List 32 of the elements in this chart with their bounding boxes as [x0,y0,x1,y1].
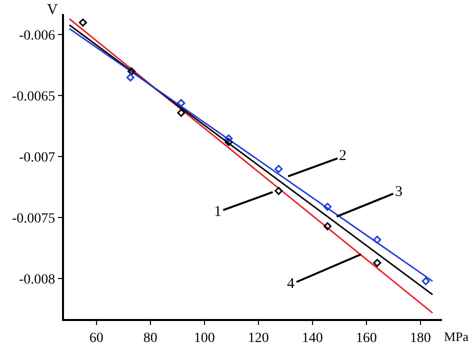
x-tick-label: 160 [356,330,377,346]
point [78,18,87,27]
point [422,277,430,286]
y-tick-label: -0.007 [19,150,56,166]
point [324,202,332,211]
x-tick-label: 80 [143,330,158,346]
point [224,138,233,146]
y-tick-label: -0.0075 [12,212,56,227]
point [177,99,186,108]
point [324,222,332,230]
point [224,134,233,142]
y-tick-label: -0.008 [19,272,56,288]
x-tick-label: 140 [302,330,323,346]
y-tick-label: -0.006 [19,28,56,44]
x-tick-label: 100 [194,330,215,346]
point [128,67,136,76]
point [373,258,382,267]
point [126,73,134,82]
annotation: 1 [214,204,222,220]
annotation: 4 [287,276,295,292]
x-axis-title: MPa [444,329,469,344]
annotation: 2 [339,148,346,164]
y-axis-title: V [47,2,58,18]
point [274,186,283,195]
y-tick-label: -0.0065 [12,90,56,105]
point [177,108,186,117]
annotation: 3 [395,184,402,200]
x-tick-label: 60 [89,330,104,346]
point [274,164,283,173]
x-tick-label: 180 [410,330,431,346]
x-tick-label: 120 [248,330,269,346]
point [373,236,382,244]
